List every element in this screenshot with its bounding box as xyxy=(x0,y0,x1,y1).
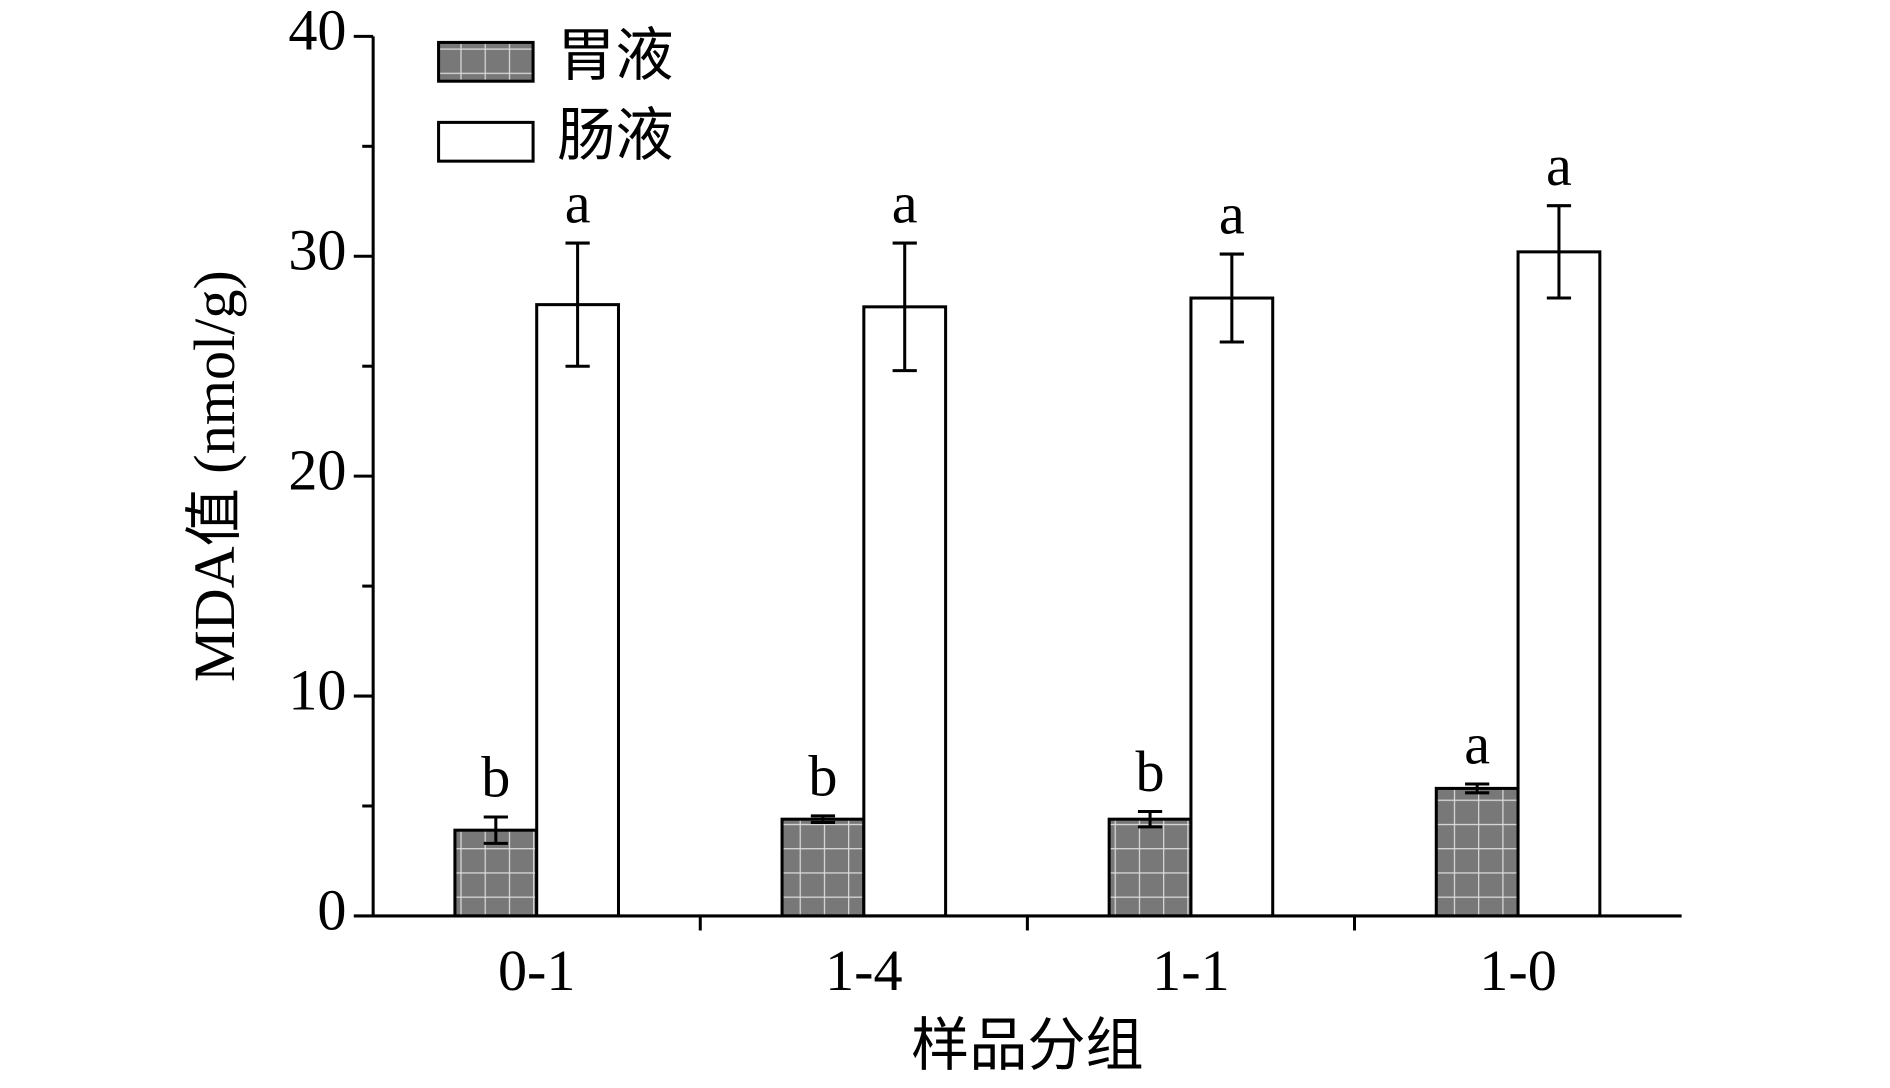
significance-label: a xyxy=(565,170,591,235)
error-bar xyxy=(1219,252,1244,344)
error-bar xyxy=(1546,204,1572,300)
significance-label: a xyxy=(1219,181,1245,246)
bar xyxy=(1189,296,1275,918)
significance-label: b xyxy=(1136,739,1165,804)
bar xyxy=(862,305,948,918)
bar xyxy=(1434,786,1520,918)
error-bar xyxy=(810,814,836,825)
significance-label: b xyxy=(481,744,510,809)
error-bar xyxy=(483,815,508,845)
error-bar xyxy=(1465,782,1490,795)
x-tick-label: 1-0 xyxy=(1479,938,1557,1003)
legend-label: 胃液 xyxy=(557,23,673,88)
significance-label: a xyxy=(1464,711,1490,776)
x-axis-label: 样品分组 xyxy=(911,1013,1144,1078)
legend-swatch xyxy=(437,120,535,163)
error-bar xyxy=(892,241,917,373)
bar xyxy=(1107,817,1193,918)
bar xyxy=(780,817,866,918)
y-tick-label: 30 xyxy=(288,218,346,283)
y-axis-label: MDA值 (nmol/g) xyxy=(182,270,247,682)
bar xyxy=(1516,250,1602,918)
x-tick-label: 0-1 xyxy=(498,938,576,1003)
axes xyxy=(371,36,1682,918)
y-tick-label: 40 xyxy=(288,0,346,63)
y-tick-label: 0 xyxy=(317,877,346,942)
x-tick-label: 1-1 xyxy=(1152,938,1230,1003)
significance-label: a xyxy=(892,170,918,235)
significance-label: b xyxy=(808,743,837,808)
y-tick-label: 10 xyxy=(288,657,346,722)
x-tick-label: 1-4 xyxy=(825,938,903,1003)
error-bar xyxy=(565,241,590,368)
legend-swatch xyxy=(437,40,535,83)
significance-label: a xyxy=(1546,133,1572,198)
y-tick-label: 20 xyxy=(288,437,346,502)
legend-label: 肠液 xyxy=(557,103,673,168)
error-bar xyxy=(1137,809,1163,829)
bar xyxy=(535,303,621,918)
